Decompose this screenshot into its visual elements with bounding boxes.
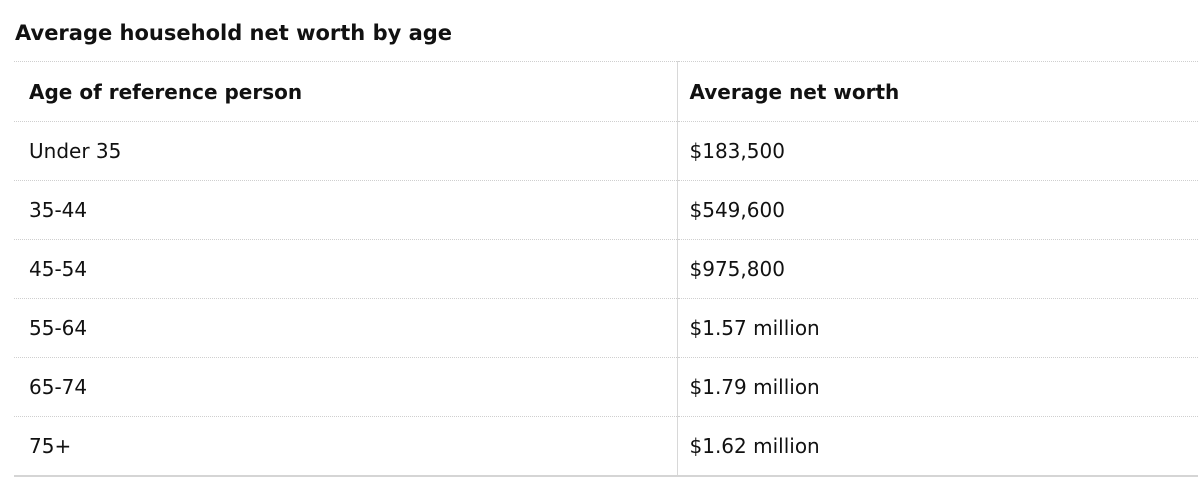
net-worth-cell: $975,800	[677, 239, 1198, 299]
header-age-of-reference-person: Age of reference person	[14, 61, 678, 122]
age-cell: 65-74	[14, 357, 678, 417]
header-row: Age of reference person Average net wort…	[14, 61, 1198, 122]
table-row: 75+ $1.62 million	[14, 416, 1198, 477]
net-worth-cell: $183,500	[677, 121, 1198, 181]
age-cell: 75+	[14, 416, 678, 477]
table-body: Under 35 $183,500 35-44 $549,600 45-54 $…	[14, 121, 1198, 477]
table-row: 35-44 $549,600	[14, 180, 1198, 240]
table-header: Age of reference person Average net wort…	[14, 61, 1198, 122]
table-row: 45-54 $975,800	[14, 239, 1198, 299]
net-worth-cell: $549,600	[677, 180, 1198, 240]
net-worth-cell: $1.79 million	[677, 357, 1198, 417]
age-cell: 55-64	[14, 298, 678, 358]
age-cell: 45-54	[14, 239, 678, 299]
net-worth-cell: $1.57 million	[677, 298, 1198, 358]
age-cell: Under 35	[14, 121, 678, 181]
net-worth-table: Age of reference person Average net wort…	[14, 61, 1198, 477]
net-worth-table-container: Age of reference person Average net wort…	[14, 61, 1198, 477]
age-cell: 35-44	[14, 180, 678, 240]
table-row: 55-64 $1.57 million	[14, 298, 1198, 358]
table-title: Average household net worth by age	[15, 21, 453, 45]
table-row: 65-74 $1.79 million	[14, 357, 1198, 417]
net-worth-cell: $1.62 million	[677, 416, 1198, 477]
header-average-net-worth: Average net worth	[677, 61, 1198, 122]
table-row: Under 35 $183,500	[14, 121, 1198, 181]
